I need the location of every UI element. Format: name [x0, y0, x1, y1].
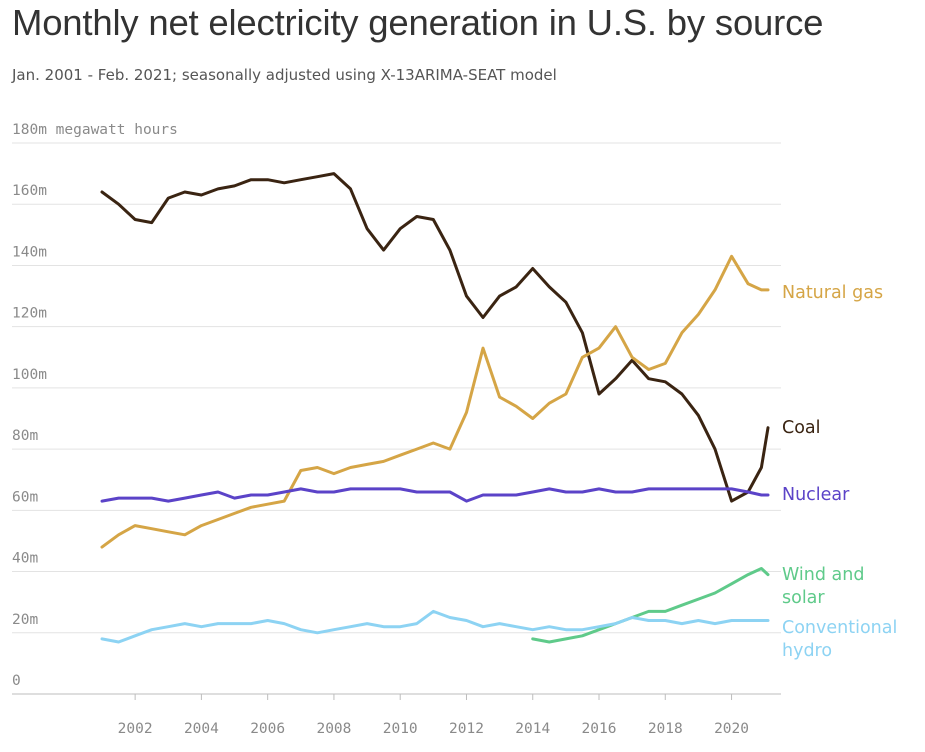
- y-tick-label: 60m: [12, 489, 38, 505]
- x-axis-ticks: 2002 2004 2006 2008 2010 2012 2014 2016 2018 2020: [118, 694, 749, 737]
- y-tick-label: 80m: [12, 428, 38, 444]
- series-label-wind-and-solar: Wind and: [782, 565, 864, 585]
- gridlines: [12, 142, 781, 634]
- x-tick-label: 2014: [515, 721, 550, 737]
- y-tick-label: 160m: [12, 183, 47, 199]
- y-tick-label: 180m megawatt hours: [12, 122, 178, 138]
- y-tick-label: 20m: [12, 612, 38, 628]
- series-label-nuclear: Nuclear: [782, 485, 850, 505]
- x-tick-label: 2008: [316, 721, 351, 737]
- series-line-natural-gas: [100, 254, 770, 549]
- series-lines: [100, 172, 770, 644]
- x-tick-label: 2002: [118, 721, 153, 737]
- x-tick-label: 2018: [648, 721, 683, 737]
- y-tick-label: 100m: [12, 367, 47, 383]
- series-label-conventional-hydro: Conventional: [782, 618, 897, 638]
- x-tick-label: 2006: [250, 721, 285, 737]
- series-line-wind-and-solar: [531, 567, 770, 644]
- series-label-natural-gas: Natural gas: [782, 283, 883, 303]
- series-label-conventional-hydro: hydro: [782, 641, 832, 661]
- y-tick-label: 140m: [12, 244, 47, 260]
- series-labels: Coal Natural gas Nuclear Wind and solar Conve…: [782, 283, 897, 661]
- y-tick-label: 0: [12, 673, 21, 689]
- x-tick-label: 2010: [383, 721, 418, 737]
- x-tick-label: 2012: [449, 721, 484, 737]
- chart-title: Monthly net electricity generation in U.…: [12, 2, 824, 43]
- series-line-coal: [100, 172, 770, 503]
- series-label-coal: Coal: [782, 418, 821, 438]
- series-line-nuclear: [100, 487, 770, 503]
- y-tick-label: 40m: [12, 551, 38, 567]
- x-tick-label: 2016: [582, 721, 617, 737]
- x-tick-label: 2004: [184, 721, 219, 737]
- chart-subtitle: Jan. 2001 - Feb. 2021; seasonally adjust…: [12, 66, 557, 84]
- x-tick-label: 2020: [714, 721, 749, 737]
- y-tick-label: 120m: [12, 306, 47, 322]
- series-label-wind-and-solar: solar: [782, 588, 825, 608]
- y-axis-ticks: 0 20m 40m 60m 80m 100m 120m 140m 160m 180m megawa…: [12, 122, 178, 689]
- series-line-conventional-hydro: [100, 609, 770, 644]
